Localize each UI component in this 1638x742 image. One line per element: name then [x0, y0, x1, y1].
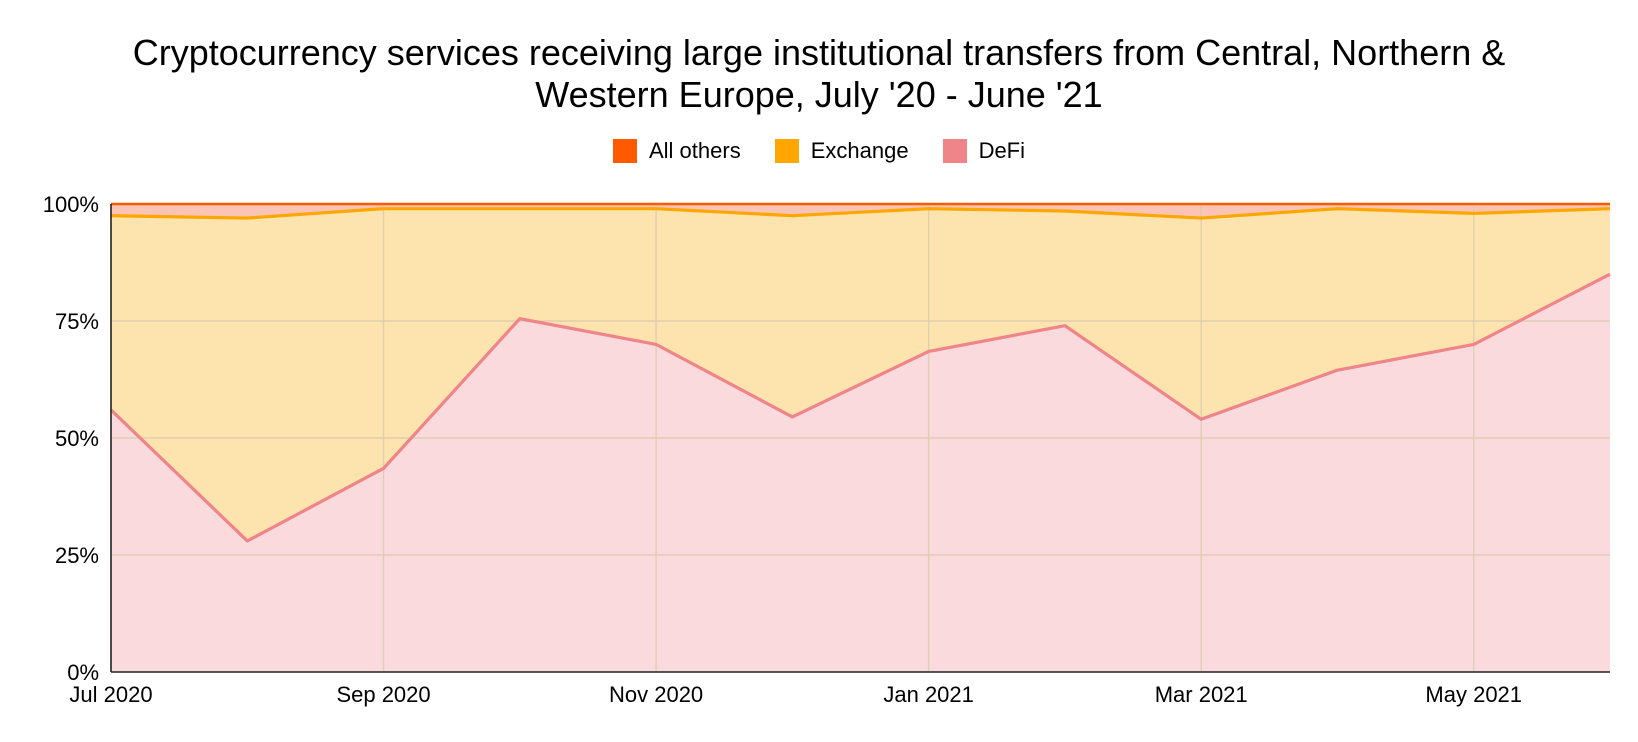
chart-title: Cryptocurrency services receiving large …: [0, 32, 1638, 116]
x-tick-label: Nov 2020: [609, 682, 703, 707]
y-tick-label: 50%: [55, 426, 99, 451]
legend-swatch-exchange: [774, 139, 799, 163]
y-tick-label: 25%: [55, 543, 99, 568]
legend: All others Exchange DeFi: [0, 138, 1638, 164]
area-defi: [111, 274, 1610, 672]
y-tick-label: 0%: [67, 660, 99, 685]
chart-title-line-1: Cryptocurrency services receiving large …: [132, 32, 1506, 73]
legend-label-all-others: All others: [648, 138, 741, 163]
legend-swatch-defi: [942, 139, 967, 163]
x-tick-label: Jan 2021: [883, 682, 974, 707]
line-exchange: [110, 207, 1611, 220]
legend-label-defi: DeFi: [978, 138, 1026, 163]
legend-label-exchange: Exchange: [810, 138, 909, 163]
x-tick-label: Sep 2020: [336, 682, 430, 707]
y-tick-label: 75%: [55, 309, 99, 334]
area-exchange: [111, 208, 1610, 541]
x-tick-label: May 2021: [1425, 682, 1522, 707]
legend-item-exchange[interactable]: Exchange: [774, 138, 909, 164]
chart-title-line-2: Western Europe, July '20 - June '21: [535, 74, 1103, 115]
line-defi: [109, 272, 1611, 543]
legend-swatch-all-others: [612, 139, 637, 163]
x-tick-label: Jul 2020: [69, 682, 152, 707]
legend-item-all-others[interactable]: All others: [612, 138, 741, 164]
x-tick-label: Mar 2021: [1155, 682, 1248, 707]
y-tick-label: 100%: [43, 192, 99, 217]
legend-item-defi[interactable]: DeFi: [942, 138, 1026, 164]
